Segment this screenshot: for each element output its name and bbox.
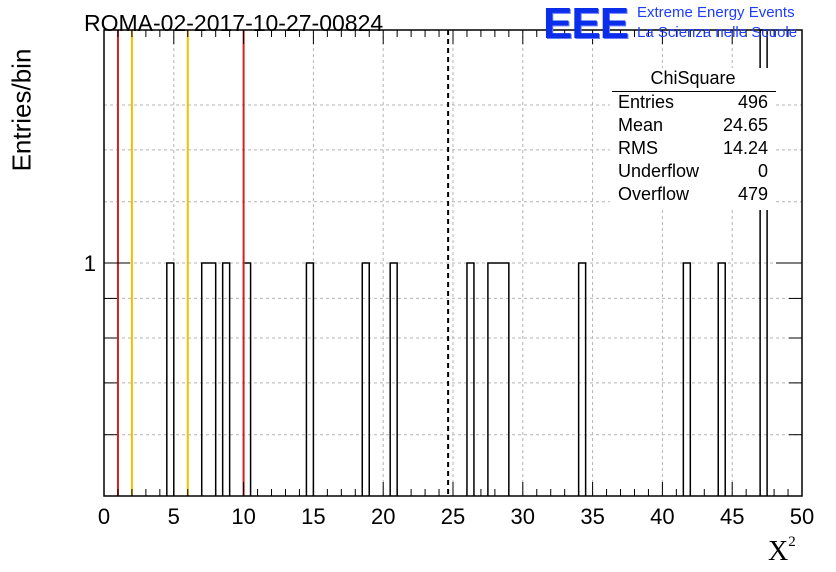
histogram-bin <box>200 262 217 496</box>
x-axis-label: X2 <box>768 533 796 568</box>
x-axis-label-text: X <box>768 536 789 567</box>
stats-title: ChiSquare <box>650 68 736 88</box>
x-tick-label: 20 <box>371 504 395 529</box>
logo-line-2: La Scienza nelle Scuole <box>637 24 798 41</box>
histogram-bin <box>361 262 370 496</box>
stats-box: ChiSquare Entries 496 Mean 24.65 RMS 14.… <box>610 68 776 210</box>
y-tick-label: 1 <box>84 251 96 276</box>
stats-key: RMS <box>618 138 658 158</box>
histogram-bin <box>305 262 315 496</box>
x-tick-label: 35 <box>580 504 604 529</box>
logo-mark: EEE <box>543 0 629 48</box>
x-tick-label: 45 <box>720 504 744 529</box>
x-tick-label: 10 <box>231 504 255 529</box>
stats-value: 496 <box>737 92 768 112</box>
histogram-bin <box>466 262 475 496</box>
y-axis-label: Entries/bin <box>6 48 37 172</box>
histogram-bin <box>717 262 726 496</box>
stats-key: Underflow <box>618 161 700 181</box>
x-tick-label: 5 <box>168 504 180 529</box>
stats-row-rms: RMS 14.24 <box>618 138 768 160</box>
stats-value: 24.65 <box>722 115 768 135</box>
histogram-bin <box>166 262 175 496</box>
histogram-bin <box>577 262 587 496</box>
histogram-bin <box>682 262 692 496</box>
x-axis-label-superscript: 2 <box>788 533 796 550</box>
stats-key: Entries <box>618 92 675 112</box>
stats-key: Mean <box>618 115 664 135</box>
chart-title: ROMA-02-2017-10-27-00824 <box>84 10 384 36</box>
histogram-bin <box>487 262 510 496</box>
stats-value: 14.24 <box>722 138 768 158</box>
stats-value: 0 <box>757 161 768 181</box>
logo-line-1: Extreme Energy Events <box>637 4 795 21</box>
histogram-bin <box>221 262 231 496</box>
x-tick-label: 15 <box>301 504 325 529</box>
grid-lines <box>104 30 802 496</box>
stats-row-mean: Mean 24.65 <box>618 115 768 137</box>
histogram-bin <box>389 262 398 496</box>
axis-tick-labels: 0 5 10 15 20 25 30 35 40 45 50 1 <box>84 251 814 529</box>
histogram-bars <box>166 29 768 496</box>
stats-divider <box>612 91 776 92</box>
axis-ticks <box>103 29 803 496</box>
x-tick-label: 50 <box>790 504 814 529</box>
stats-row-entries: Entries 496 <box>618 92 768 114</box>
x-tick-label: 0 <box>98 504 110 529</box>
x-tick-label: 40 <box>650 504 674 529</box>
stats-row-underflow: Underflow 0 <box>618 161 768 183</box>
stats-value: 479 <box>737 184 768 204</box>
stats-row-overflow: Overflow 479 <box>618 184 768 206</box>
stats-key: Overflow <box>618 184 690 204</box>
x-tick-label: 30 <box>511 504 535 529</box>
x-tick-label: 25 <box>441 504 465 529</box>
